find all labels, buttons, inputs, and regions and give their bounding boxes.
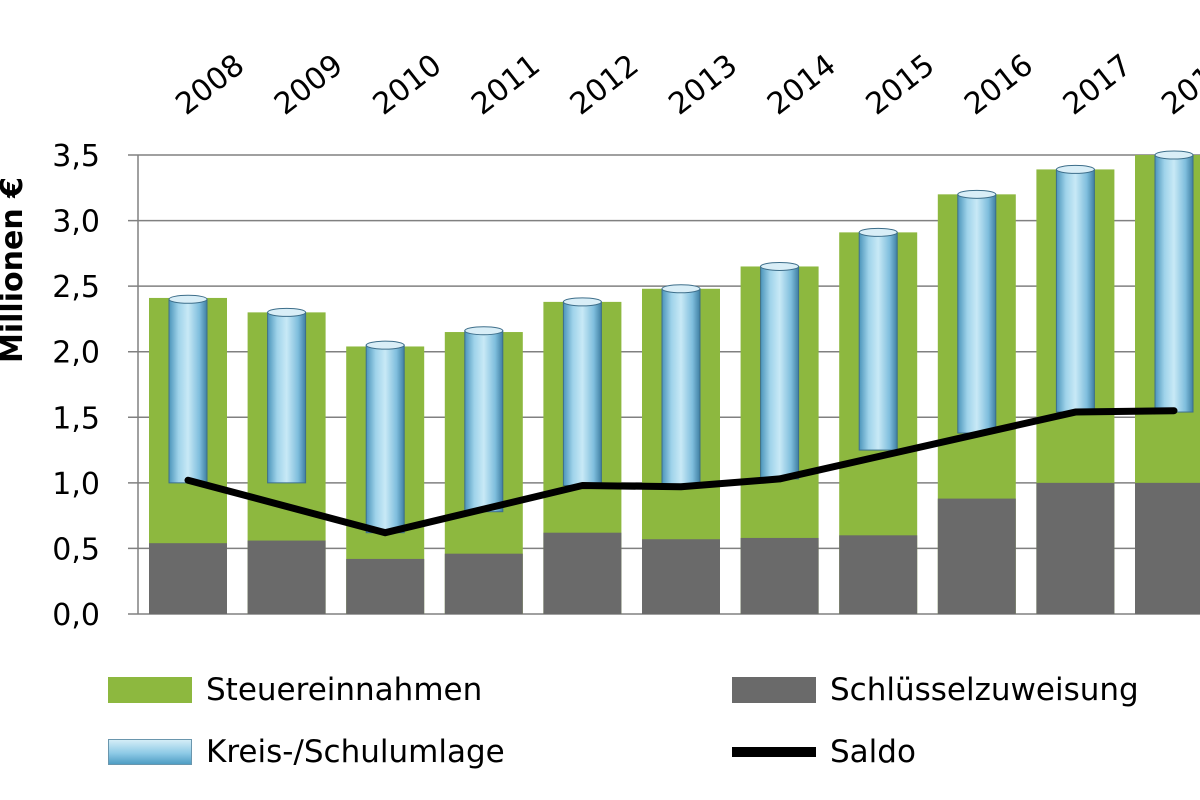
x-tick-label: 2016 — [958, 48, 1040, 123]
bar-kreis-schulumlage — [168, 298, 208, 484]
bar-kreis-schulumlage-cap — [661, 284, 701, 294]
x-tick-label: 2018 — [1155, 48, 1200, 123]
legend-item-kreis-schulumlage: Kreis-/Schulumlage — [108, 734, 505, 770]
bar-kreis-schulumlage — [760, 265, 800, 480]
bar-schluesselzuweisung — [1135, 482, 1200, 614]
x-tick-label: 2013 — [662, 48, 744, 123]
y-tick-label: 1,5 — [52, 401, 100, 436]
bar-kreis-schulumlage-cap — [562, 297, 602, 307]
x-tick-label: 2014 — [761, 48, 843, 123]
y-tick-label: 0,5 — [52, 532, 100, 567]
line-saldo — [184, 407, 1178, 537]
bar-kreis-schulumlage — [957, 193, 997, 434]
bar-kreis-schulumlage-cap — [267, 307, 307, 317]
x-tick-label: 2012 — [564, 48, 646, 123]
x-tick-label: 2017 — [1057, 48, 1139, 123]
bar-kreis-schulumlage-cap — [464, 326, 504, 336]
legend-label-kreis-schulumlage: Kreis-/Schulumlage — [206, 734, 505, 770]
bar-schluesselzuweisung — [839, 535, 918, 614]
saldo-line — [184, 407, 1178, 537]
bar-kreis-schulumlage — [464, 330, 504, 513]
bar-kreis-schulumlage-cap — [957, 189, 997, 199]
legend-label-saldo: Saldo — [830, 734, 916, 770]
y-tick-label: 2,5 — [52, 270, 100, 305]
y-tick-label: 1,0 — [52, 467, 100, 502]
bar-kreis-schulumlage — [661, 288, 701, 488]
bar-kreis-schulumlage-cap — [168, 294, 208, 304]
y-tick-label: 3,0 — [52, 205, 100, 240]
legend-swatch-kreis-schulumlage — [108, 739, 192, 765]
y-tick-label: 3,5 — [52, 139, 100, 174]
bar-kreis-schulumlage — [267, 311, 307, 484]
bar-kreis-schulumlage — [1055, 168, 1095, 413]
bar-schluesselzuweisung — [740, 537, 819, 614]
x-tick-label: 2008 — [169, 48, 251, 123]
y-tick-label: 2,0 — [52, 336, 100, 371]
legend-swatch-saldo — [732, 747, 816, 757]
legend-label-schluesselzuweisung: Schlüsselzuweisung — [830, 672, 1139, 708]
bar-schluesselzuweisung — [642, 539, 720, 614]
bar-schluesselzuweisung — [149, 543, 227, 614]
bar-kreis-schulumlage-cap — [858, 227, 898, 237]
bars — [149, 150, 1200, 615]
bar-kreis-schulumlage — [1154, 154, 1194, 413]
bar-schluesselzuweisung — [444, 553, 523, 614]
bar-kreis-schulumlage — [858, 231, 898, 451]
legend-item-schluesselzuweisung: Schlüsselzuweisung — [732, 672, 1139, 708]
legend-swatch-steuereinnahmen — [108, 677, 192, 703]
bar-schluesselzuweisung — [937, 498, 1016, 614]
bar-kreis-schulumlage-cap — [365, 340, 405, 350]
bar-kreis-schulumlage — [562, 301, 602, 486]
y-axis-label: Millionen € — [0, 177, 30, 363]
x-tick-label: 2010 — [367, 48, 449, 123]
bar-kreis-schulumlage — [365, 344, 405, 534]
bar-kreis-schulumlage-cap — [760, 261, 800, 271]
bar-schluesselzuweisung — [543, 532, 622, 614]
x-tick-label: 2015 — [860, 48, 942, 123]
legend-item-saldo: Saldo — [732, 734, 916, 770]
legend-label-steuereinnahmen: Steuereinnahmen — [206, 672, 483, 708]
y-tick-label: 0,0 — [52, 598, 100, 633]
x-tick-label: 2009 — [268, 48, 350, 123]
bar-schluesselzuweisung — [346, 558, 425, 614]
x-tick-label: 2011 — [465, 48, 547, 123]
legend-item-steuereinnahmen: Steuereinnahmen — [108, 672, 482, 708]
bar-kreis-schulumlage-cap — [1154, 150, 1194, 160]
bar-schluesselzuweisung — [247, 540, 326, 614]
bar-kreis-schulumlage-cap — [1055, 164, 1095, 174]
bar-schluesselzuweisung — [1036, 482, 1115, 614]
legend-swatch-schluesselzuweisung — [732, 677, 816, 703]
